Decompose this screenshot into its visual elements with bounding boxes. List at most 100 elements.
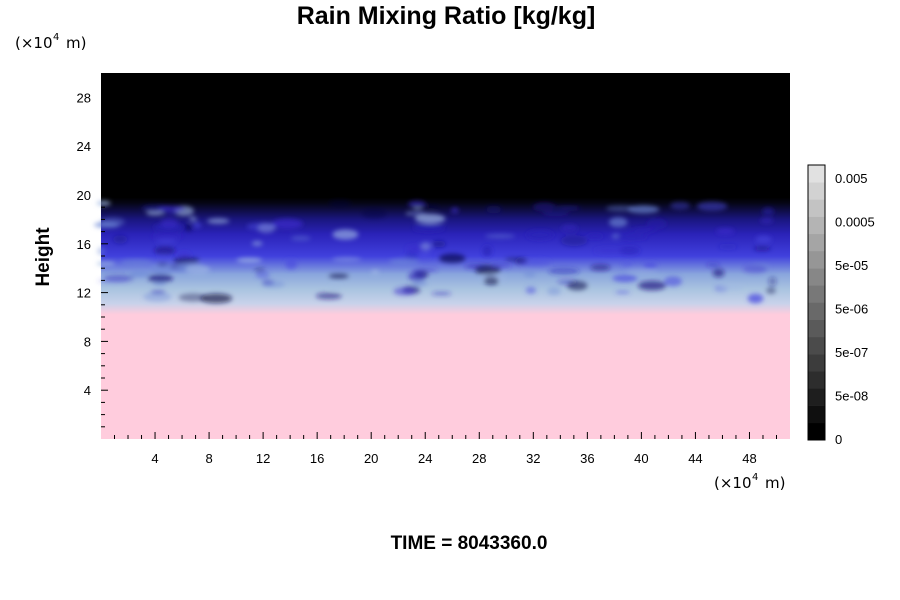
turbulence-blob bbox=[207, 218, 230, 224]
colorbar-swatch bbox=[808, 199, 825, 217]
turbulence-blob bbox=[627, 269, 658, 274]
x-tick-label: 20 bbox=[364, 451, 378, 466]
colorbar-swatch bbox=[808, 422, 825, 441]
colorbar-swatch bbox=[808, 405, 825, 424]
svg-text:4: 4 bbox=[752, 472, 758, 483]
turbulence-blob bbox=[146, 210, 165, 216]
x-tick-label: 36 bbox=[580, 451, 594, 466]
colorbar-label: 0 bbox=[835, 432, 842, 447]
turbulence-blob bbox=[162, 211, 179, 216]
turbulence-blob bbox=[361, 208, 387, 219]
turbulence-blob bbox=[485, 233, 515, 239]
x-tick-label: 44 bbox=[688, 451, 702, 466]
turbulence-blob bbox=[432, 240, 446, 248]
turbulence-blob bbox=[616, 234, 648, 240]
svg-text:4: 4 bbox=[53, 32, 59, 43]
turbulence-blob bbox=[393, 287, 415, 296]
turbulence-blob bbox=[759, 218, 774, 224]
turbulence-blob bbox=[157, 205, 186, 212]
turbulence-blob bbox=[96, 200, 111, 206]
turbulence-blob bbox=[150, 290, 166, 294]
turbulence-blob bbox=[120, 258, 153, 267]
colorbar-swatch bbox=[808, 388, 825, 406]
turbulence-blob bbox=[113, 235, 128, 244]
turbulence-texture bbox=[93, 199, 777, 304]
colorbar-swatch bbox=[808, 216, 825, 235]
turbulence-blob bbox=[638, 280, 667, 291]
turbulence-blob bbox=[412, 224, 445, 232]
turbulence-blob bbox=[420, 242, 431, 251]
x-axis-unit: (×10 4 m) bbox=[714, 472, 785, 492]
x-tick-label: 8 bbox=[205, 451, 212, 466]
colorbar: 0.005 0.0005 5e-05 5e-06 5e-07 5e-08 0 bbox=[807, 164, 875, 447]
colorbar-swatch bbox=[808, 285, 825, 303]
turbulence-blob bbox=[743, 264, 767, 274]
colorbar-frame bbox=[807, 164, 826, 441]
turbulence-blob bbox=[643, 262, 658, 269]
turbulence-blob bbox=[388, 258, 419, 266]
y-axis-unit: (×10 4 m) bbox=[15, 32, 86, 52]
colorbar-swatch bbox=[808, 319, 825, 338]
turbulence-blob bbox=[567, 281, 588, 291]
turbulence-blob bbox=[193, 222, 202, 228]
turbulence-blob bbox=[525, 286, 537, 294]
turbulence-blob bbox=[486, 205, 502, 214]
turbulence-blob bbox=[261, 280, 285, 288]
turbulence-blob bbox=[143, 291, 172, 302]
turbulence-blob bbox=[154, 246, 176, 255]
y-axis-title: Height bbox=[33, 227, 54, 287]
turbulence-blob bbox=[328, 273, 349, 279]
y-tick-label: 20 bbox=[77, 188, 91, 203]
turbulence-blob bbox=[329, 286, 342, 291]
turbulence-blob bbox=[482, 245, 492, 257]
turbulence-blob bbox=[646, 218, 667, 230]
turbulence-blob bbox=[627, 205, 660, 214]
colorbar-swatch bbox=[808, 182, 825, 200]
turbulence-blob bbox=[753, 246, 771, 251]
turbulence-blob bbox=[315, 292, 342, 300]
turbulence-blob bbox=[718, 245, 738, 249]
svg-text:m): m) bbox=[765, 474, 785, 492]
turbulence-blob bbox=[593, 247, 623, 254]
colorbar-swatch bbox=[808, 302, 825, 320]
turbulence-blob bbox=[178, 293, 208, 302]
turbulence-blob bbox=[189, 216, 197, 222]
turbulence-blob bbox=[328, 199, 352, 207]
colorbar-label: 5e-08 bbox=[835, 389, 868, 404]
turbulence-blob bbox=[129, 270, 151, 278]
turbulence-blob bbox=[411, 268, 438, 273]
colorbar-swatch bbox=[808, 371, 825, 389]
turbulence-blob bbox=[371, 269, 380, 275]
x-tick-label: 24 bbox=[418, 451, 432, 466]
turbulence-blob bbox=[755, 235, 772, 243]
y-tick-label: 16 bbox=[77, 237, 91, 252]
turbulence-blob bbox=[177, 252, 191, 259]
turbulence-blob bbox=[103, 274, 135, 282]
turbulence-blob bbox=[151, 233, 183, 240]
colorbar-swatch bbox=[808, 336, 825, 355]
turbulence-blob bbox=[590, 264, 611, 271]
x-tick-label: 4 bbox=[151, 451, 158, 466]
turbulence-blob bbox=[548, 268, 580, 275]
svg-text:m): m) bbox=[66, 34, 86, 52]
turbulence-blob bbox=[706, 263, 720, 267]
turbulence-blob bbox=[97, 247, 106, 256]
turbulence-blob bbox=[554, 206, 581, 210]
turbulence-blob bbox=[520, 258, 551, 267]
turbulence-blob bbox=[615, 290, 630, 294]
turbulence-blob bbox=[560, 235, 588, 247]
turbulence-blob bbox=[768, 276, 777, 287]
turbulence-blob bbox=[532, 202, 556, 212]
turbulence-blob bbox=[160, 217, 179, 228]
turbulence-blob bbox=[612, 274, 638, 282]
turbulence-blob bbox=[664, 276, 682, 287]
turbulence-blob bbox=[412, 206, 423, 210]
turbulence-blob bbox=[747, 293, 764, 304]
turbulence-blob bbox=[408, 271, 427, 282]
y-tick-label: 24 bbox=[77, 139, 91, 154]
turbulence-blob bbox=[290, 235, 311, 241]
y-tick-label: 28 bbox=[77, 90, 91, 105]
colorbar-swatch bbox=[808, 233, 825, 252]
turbulence-blob bbox=[716, 228, 735, 235]
